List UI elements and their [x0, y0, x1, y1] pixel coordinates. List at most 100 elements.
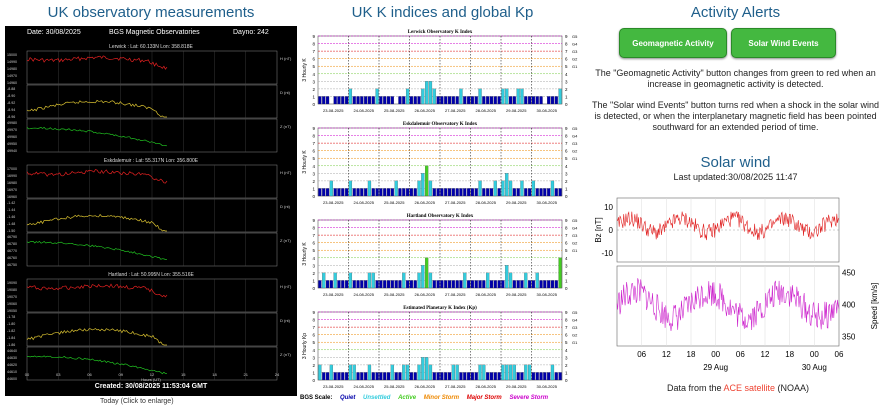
y-tick-label: 9	[312, 126, 315, 131]
y-right-tick-label: 2	[565, 271, 568, 276]
k-bar	[348, 364, 353, 381]
y-right-tick-label: 9	[565, 126, 568, 131]
y-right-tick-label: 7	[565, 325, 568, 330]
y-right-tick-label: 8	[565, 226, 568, 231]
k-bar	[478, 364, 482, 381]
y-tick-label: -8.90	[7, 94, 15, 98]
k-bar	[360, 96, 364, 105]
date-tick-label: 24-08-2025	[354, 292, 375, 297]
g-scale-label: G5	[572, 126, 578, 131]
k-bar	[398, 188, 402, 197]
y-right-tick-label: 9	[565, 310, 568, 315]
y-tick-label: 8	[312, 226, 315, 231]
k-bar	[527, 96, 532, 105]
trace-z	[26, 355, 168, 375]
k-bar	[398, 372, 402, 381]
magnetogram-caption-link[interactable]: Today (Click to enlarge)	[100, 398, 174, 405]
k-bar	[486, 272, 490, 289]
k-bar	[531, 280, 536, 289]
k-bar	[390, 96, 394, 105]
speed-tick-label: 400	[842, 300, 856, 309]
k-bar	[451, 96, 455, 105]
k-bar	[371, 272, 375, 289]
y-tick-label: 14970	[7, 74, 17, 78]
date-tick-label: 29-08-2025	[506, 200, 527, 205]
date-tick-label: 23-08-2025	[323, 384, 344, 389]
solar-wind-events-button[interactable]: Solar Wind Events	[731, 28, 836, 58]
speed-axis-label: Speed [km/s]	[870, 283, 879, 330]
bz-axis-label: Bz [nT]	[594, 217, 603, 242]
k-bar	[325, 96, 330, 105]
k-bar	[531, 372, 536, 381]
k-bar	[470, 96, 475, 105]
k-bar	[417, 180, 421, 197]
y-tick-label: 16980	[7, 181, 17, 185]
y-tick-label: 46780	[7, 242, 17, 246]
k-bar	[455, 188, 459, 197]
ace-satellite-link[interactable]: ACE satellite	[723, 383, 776, 393]
k-bar	[356, 188, 360, 197]
k-bar	[333, 272, 337, 289]
bz-tick-label: 0	[609, 226, 614, 235]
mag-date: Date: 30/08/2025	[27, 29, 81, 36]
y-right-tick-label: 4	[565, 256, 568, 261]
k-bar	[371, 96, 375, 105]
y-tick-label: -1.80	[7, 322, 15, 326]
y-tick-label: 19080	[7, 288, 17, 292]
k-bar	[405, 364, 410, 381]
time-tick-label: 06	[736, 350, 745, 359]
k-bar	[531, 96, 536, 105]
k-bar	[459, 372, 463, 381]
k-bar	[367, 96, 372, 105]
k-bar	[390, 364, 394, 381]
k-bar	[554, 96, 558, 105]
k-bar	[379, 280, 383, 289]
y-tick-label: 8	[312, 42, 315, 47]
k-bar	[520, 372, 524, 381]
y-tick-label: 4	[312, 256, 315, 261]
solar-wind-title: Solar wind	[700, 154, 771, 171]
magnetogram-image[interactable]: Date: 30/08/2025 BGS Magnetic Observator…	[5, 26, 297, 396]
k-bar	[505, 88, 509, 105]
y-tick-label: 16960	[7, 195, 17, 199]
k-panel-title: Estimated Planetary K Index (Kp)	[403, 306, 477, 311]
g-scale-label: G5	[572, 310, 578, 315]
k-bar	[558, 188, 562, 197]
k-bar	[325, 188, 330, 197]
y-tick-label: 9	[312, 310, 315, 315]
k-bar	[466, 188, 471, 197]
k-bar	[474, 280, 478, 289]
g-scale-label: G2	[572, 241, 578, 246]
footer-suffix: (NOAA)	[777, 383, 810, 393]
k-bar	[501, 180, 505, 197]
k-bar	[543, 280, 547, 289]
scale-quiet: Quiet	[340, 395, 356, 401]
k-bar	[535, 272, 539, 289]
k-bar	[421, 265, 425, 289]
y-tick-label: 5	[312, 64, 315, 69]
y-right-tick-label: 0	[565, 102, 568, 107]
k-bar	[512, 280, 516, 289]
k-bar	[482, 364, 486, 381]
y-right-tick-label: 9	[565, 218, 568, 223]
y-tick-label: -8.92	[7, 101, 15, 105]
g-scale-label: G3	[572, 233, 578, 238]
k-bar	[352, 96, 356, 105]
date-tick-label: 28-08-2025	[476, 292, 497, 297]
geomagnetic-activity-button[interactable]: Geomagnetic Activity	[619, 28, 727, 58]
g-scale-label: G3	[572, 141, 578, 146]
k-bar	[329, 180, 333, 197]
date-tick-label: 27-08-2025	[445, 292, 466, 297]
k-bar	[527, 188, 532, 197]
k-bar	[497, 188, 501, 197]
y-right-tick-label: 2	[565, 179, 568, 184]
y-right-tick-label: 5	[565, 248, 568, 253]
k-bar	[482, 188, 486, 197]
k-bar	[409, 188, 414, 197]
k-bar	[402, 188, 406, 197]
k-bar	[539, 372, 543, 381]
k-bar	[394, 280, 398, 289]
k-bar	[512, 364, 516, 381]
y-tick-label: 3	[312, 263, 315, 268]
k-bar	[466, 372, 471, 381]
